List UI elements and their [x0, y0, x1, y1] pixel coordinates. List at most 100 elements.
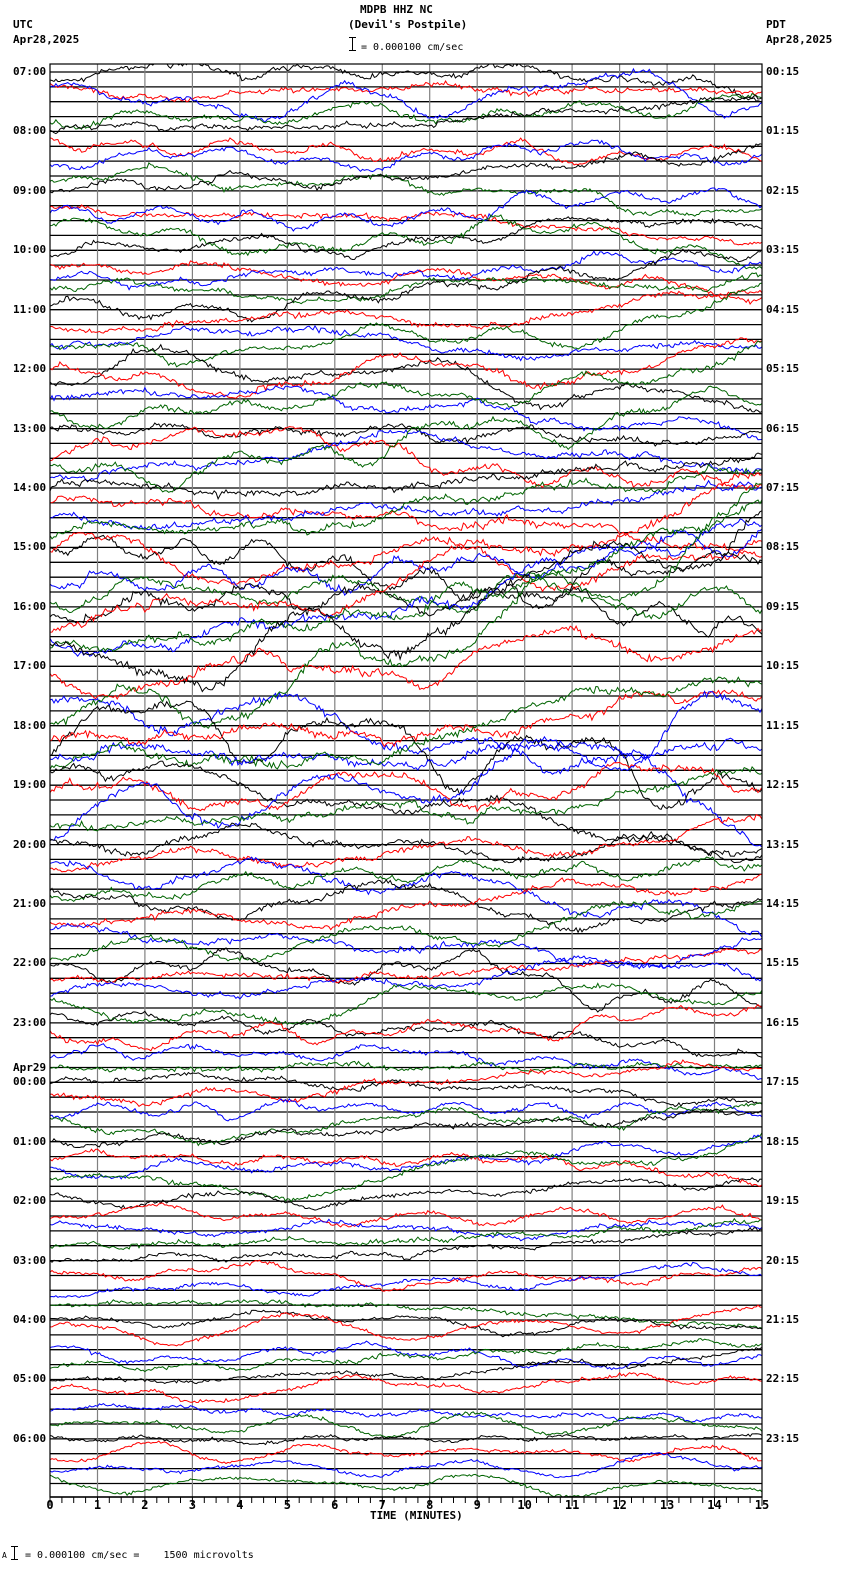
- seismic-trace: [50, 822, 762, 864]
- seismic-trace: [50, 248, 762, 323]
- seismic-trace: [50, 534, 762, 638]
- seismic-trace: [50, 873, 762, 931]
- utc-hour-label: 10:00: [13, 243, 47, 257]
- utc-hour-label: 12:00: [13, 362, 47, 376]
- seismic-trace: [50, 343, 762, 413]
- utc-hour-label: 14:00: [13, 481, 47, 494]
- seismic-trace: [50, 856, 762, 938]
- seismic-trace: [50, 1452, 762, 1479]
- seismic-trace: [50, 1440, 762, 1465]
- utc-hour-label: 04:00: [13, 1313, 47, 1327]
- seismic-trace: [50, 1372, 762, 1404]
- seismic-trace: [50, 137, 762, 166]
- utc-hour-label: 02:00: [13, 1194, 47, 1208]
- seismic-trace: [50, 689, 762, 748]
- seismic-trace: [50, 429, 762, 482]
- seismic-trace: [50, 1217, 762, 1251]
- seismic-trace: [50, 1043, 762, 1081]
- seismic-trace: [50, 499, 762, 652]
- footer-scale-text: = 0.000100 cm/sec = 1500 microvolts: [25, 1550, 254, 1561]
- seismic-trace: [50, 1304, 762, 1347]
- seismic-trace: [50, 550, 762, 624]
- seismic-trace: [50, 482, 762, 730]
- utc-hour-label: 00:00: [13, 1075, 47, 1089]
- seismic-trace: [50, 1134, 762, 1180]
- x-tick-label: 2: [141, 1498, 149, 1512]
- x-tick-label: 1: [93, 1498, 102, 1512]
- seismic-trace: [50, 426, 762, 492]
- pdt-hour-label: 16:15: [766, 1015, 800, 1029]
- x-tick-label: 4: [236, 1498, 244, 1512]
- seismic-trace: [50, 676, 762, 770]
- pdt-hour-label: 00:15: [766, 65, 800, 78]
- seismic-trace: [50, 1337, 762, 1373]
- left-timezone: UTC: [13, 18, 33, 31]
- seismic-trace: [50, 1108, 762, 1149]
- seismic-trace: [50, 1433, 762, 1446]
- seismic-trace: [50, 765, 762, 832]
- scale-bar-icon: [349, 37, 356, 51]
- x-tick-label: 14: [707, 1498, 722, 1512]
- pdt-hour-label: 05:15: [766, 362, 800, 376]
- seismic-trace: [50, 571, 762, 620]
- utc-hour-label: 19:00: [13, 778, 47, 792]
- traces: [50, 64, 762, 1497]
- pdt-hour-label: 21:15: [766, 1313, 800, 1327]
- utc-hour-label: 23:00: [13, 1015, 47, 1029]
- pdt-hour-label: 04:15: [766, 302, 800, 316]
- seismic-trace: [50, 814, 762, 873]
- x-axis-label: TIME (MINUTES): [370, 1509, 463, 1522]
- seismic-trace: [50, 1473, 762, 1497]
- seismic-trace: [50, 879, 762, 934]
- utc-hour-label: 16:00: [13, 599, 47, 613]
- pdt-hour-label: 02:15: [766, 183, 800, 197]
- utc-hour-label: 21:00: [13, 897, 47, 911]
- seismic-trace: [50, 1202, 762, 1228]
- seismic-trace: [50, 899, 762, 963]
- seismic-trace: [50, 1097, 762, 1122]
- seismic-trace: [50, 1227, 762, 1263]
- seismic-trace: [50, 479, 762, 531]
- seismic-trace: [50, 948, 762, 984]
- seismic-trace: [50, 340, 762, 430]
- footer-scale-prefix: A: [2, 1551, 7, 1560]
- x-tick-label: 9: [473, 1498, 481, 1512]
- seismic-trace: [50, 1059, 762, 1107]
- x-tick-label: 6: [331, 1498, 339, 1512]
- utc-hour-label: 13:00: [13, 421, 47, 435]
- x-tick-label: 12: [612, 1498, 627, 1512]
- x-tick-label: 0: [46, 1498, 54, 1512]
- seismic-trace: [50, 691, 762, 848]
- seismic-trace: [50, 187, 762, 232]
- seismic-trace: [50, 214, 762, 270]
- pdt-hour-label: 17:15: [766, 1075, 800, 1089]
- seismic-trace: [50, 625, 762, 701]
- x-tick-label: 11: [564, 1498, 580, 1512]
- seismic-trace: [50, 1177, 762, 1211]
- pdt-hour-label: 09:15: [766, 599, 800, 613]
- seismic-trace: [50, 282, 762, 368]
- pdt-hour-label: 22:15: [766, 1372, 800, 1386]
- pdt-hour-label: 14:15: [766, 897, 800, 911]
- seismic-trace: [50, 760, 762, 864]
- pdt-hour-label: 03:15: [766, 243, 800, 257]
- left-date: Apr28,2025: [13, 33, 80, 46]
- seismic-trace: [50, 1218, 762, 1242]
- seismic-trace: [50, 761, 762, 813]
- seismic-trace: [50, 422, 762, 447]
- seismic-trace: [50, 324, 762, 362]
- seismic-trace: [50, 1259, 762, 1292]
- seismic-trace: [50, 1132, 762, 1203]
- seismic-trace: [50, 337, 762, 399]
- seismic-trace: [50, 856, 762, 903]
- seismic-trace: [50, 922, 762, 982]
- pdt-hour-label: 08:15: [766, 540, 800, 554]
- seismic-trace: [50, 1309, 762, 1338]
- utc-hour-label: 08:00: [13, 124, 47, 138]
- x-tick-label: 15: [754, 1498, 770, 1512]
- seismic-trace: [50, 385, 762, 441]
- pdt-hour-label: 11:15: [766, 718, 800, 732]
- utc-hour-label: 20:00: [13, 837, 47, 851]
- pdt-hour-label: 18:15: [766, 1134, 800, 1148]
- seismic-trace: [50, 92, 762, 131]
